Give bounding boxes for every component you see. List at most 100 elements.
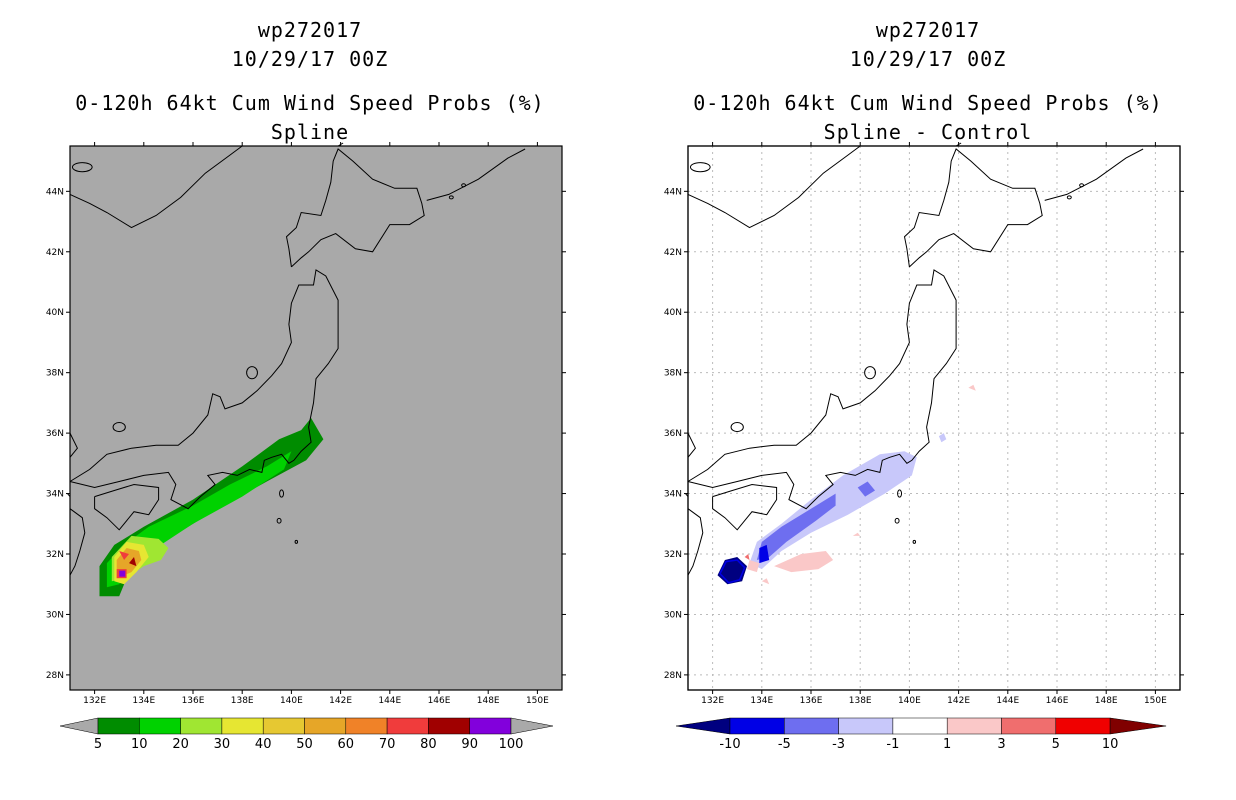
lon-tick-label: 146E <box>1046 696 1069 706</box>
left-subtitle: Spline <box>270 120 350 144</box>
colorbar-swatch <box>1001 717 1057 735</box>
island <box>246 366 258 380</box>
island <box>112 422 126 433</box>
island <box>894 517 900 524</box>
lat-tick-label: 44N <box>664 187 682 197</box>
lat-tick-label: 38N <box>664 369 682 379</box>
colorbar-swatch <box>386 717 429 735</box>
lon-tick-label: 142E <box>329 696 352 706</box>
lon-tick-label: 146E <box>428 696 451 706</box>
lat-tick-label: 32N <box>46 550 64 560</box>
diff-pos1 <box>774 551 834 573</box>
lon-tick-label: 132E <box>83 696 106 706</box>
prob-10 <box>106 451 292 588</box>
island <box>71 162 93 173</box>
coastline <box>687 269 957 510</box>
lon-tick-label: 144E <box>996 696 1019 706</box>
coastline <box>1044 148 1144 201</box>
lon-tick-label: 134E <box>132 696 155 706</box>
colorbar-swatch <box>428 717 470 735</box>
diff-pos3 <box>744 554 750 560</box>
diff-neg10-outline <box>719 559 746 584</box>
coastline <box>712 483 778 531</box>
colorbar-end-low <box>59 717 99 735</box>
colorbar-label: 70 <box>379 737 396 752</box>
colorbar-label: 40 <box>255 737 272 752</box>
lat-tick-label: 36N <box>46 429 64 439</box>
colorbar-end-high <box>510 717 554 735</box>
colorbar-label: 90 <box>461 737 478 752</box>
island <box>1066 195 1072 200</box>
coastline <box>69 269 339 510</box>
left-map: 44N 42N 40N 38N 36N 34N 32N 30N 28N 132E 134E 136E 1… <box>46 142 566 752</box>
colorbar-label: -10 <box>719 737 740 752</box>
diff-neg3 <box>938 433 947 443</box>
lat-tick-label: 38N <box>46 369 64 379</box>
island <box>448 195 454 200</box>
diff-neg5 <box>857 481 875 497</box>
lat-tick-label: 40N <box>46 308 64 318</box>
diff-neg10 <box>759 544 770 564</box>
colorbar-label: -3 <box>832 737 845 752</box>
right-subtitle: Spline - Control <box>823 120 1033 144</box>
lon-tick-label: 132E <box>701 696 724 706</box>
coastline <box>94 483 160 531</box>
map-background <box>70 146 562 690</box>
colorbar-swatch <box>838 717 894 735</box>
map-background <box>688 146 1180 690</box>
island <box>912 539 917 544</box>
colorbar-end-high <box>1109 717 1167 735</box>
coastline <box>69 145 243 229</box>
colorbar-label: 30 <box>214 737 231 752</box>
lat-tick-label: 42N <box>46 248 64 258</box>
left-storm-id: wp272017 <box>257 18 363 42</box>
lat-tick-label: 32N <box>664 550 682 560</box>
coastlines <box>67 142 526 576</box>
coastline <box>687 145 861 229</box>
colorbar-swatch <box>946 717 1002 735</box>
lon-tick-label: 144E <box>378 696 401 706</box>
lon-tick-label: 148E <box>1095 696 1118 706</box>
left-datetime: 10/29/17 00Z <box>231 47 389 71</box>
island <box>689 162 711 173</box>
colorbar-label: 10 <box>1102 737 1119 752</box>
map-frame <box>69 145 563 691</box>
diff-pos1 <box>968 384 976 391</box>
lon-tick-label: 138E <box>849 696 872 706</box>
prob-80 <box>129 557 137 567</box>
diff-neg3 <box>749 451 917 570</box>
diff-neg5 <box>756 493 836 560</box>
colorbar-end-low <box>675 717 731 735</box>
right-storm-id: wp272017 <box>875 18 981 42</box>
lon-tick-label: 140E <box>898 696 921 706</box>
lat-tick-label: 36N <box>664 429 682 439</box>
difference-contours <box>717 384 976 585</box>
lat-tick-label: 34N <box>664 490 682 500</box>
probability-contours <box>99 418 324 597</box>
lat-tick-label: 44N <box>46 187 64 197</box>
right-product-title: 0-120h 64kt Cum Wind Speed Probs (%) <box>693 91 1163 115</box>
diff-pos1 <box>852 532 861 536</box>
coastline <box>69 508 86 576</box>
lat-tick-label: 30N <box>46 610 64 620</box>
island <box>276 517 282 524</box>
island <box>294 539 299 544</box>
right-datetime: 10/29/17 00Z <box>849 47 1007 71</box>
lon-tick-label: 150E <box>1144 696 1167 706</box>
diff-pos1 <box>761 578 770 585</box>
colorbar-label: 3 <box>997 737 1005 752</box>
coastline <box>426 148 526 201</box>
colorbar-label: 20 <box>172 737 189 752</box>
prob-90 <box>119 570 126 577</box>
colorbar-swatch <box>892 717 948 735</box>
map-frame-top <box>687 145 1181 691</box>
colorbar-label: -5 <box>778 737 791 752</box>
coastlines <box>685 142 1144 576</box>
colorbar-swatch <box>180 717 223 735</box>
right-map: 44N 42N 40N 38N 36N 34N 32N 30N 28N 132E 134E 136E 1… <box>664 142 1184 752</box>
coastline <box>687 508 704 576</box>
gridlines <box>688 146 1180 690</box>
axes: 44N 42N 40N 38N 36N 34N 32N 30N 28N 132E 134E 136E 1… <box>46 142 566 706</box>
lon-tick-label: 150E <box>526 696 549 706</box>
colorbar-swatch <box>304 717 347 735</box>
